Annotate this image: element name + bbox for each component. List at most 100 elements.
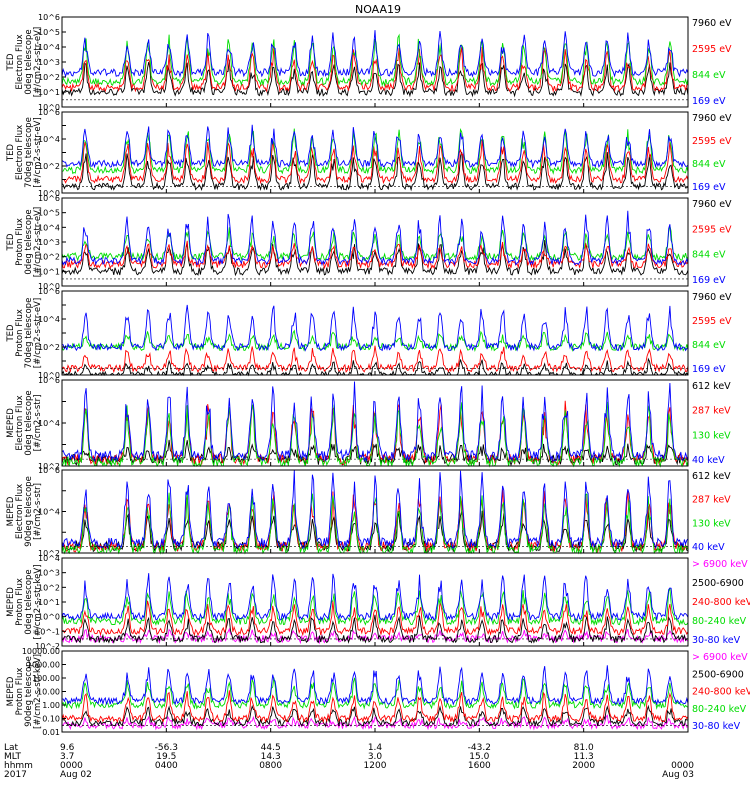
y-tick-label: 10^2: [38, 343, 60, 352]
time-axis-lat: 9.6: [60, 743, 75, 753]
legend-item: 80-240 keV: [692, 616, 747, 627]
series-line-2595-ev: [61, 240, 689, 270]
ylabel-line: 90deg telescope: [24, 476, 34, 547]
ylabel-line: Electron Flux: [15, 125, 25, 180]
series-line-169-ev: [61, 210, 689, 267]
y-tick-label: 10^-1: [35, 627, 60, 636]
panel-ylabel: TEDElectron Flux70deg telescope[#/cm2-s-…: [6, 117, 43, 188]
legend-item: 2595 eV: [692, 224, 732, 235]
y-tick-label: 10^4: [38, 554, 60, 563]
y-tick-label: 10^-2: [35, 642, 60, 651]
y-tick-label: 10^2: [38, 462, 60, 471]
series-line-169-ev: [61, 124, 689, 169]
panel-ylabel: MEPEDProton Flux90deg telescope[#/cm2-s-…: [6, 654, 43, 729]
time-axis-mlt: 14.3: [261, 752, 281, 762]
series-line-844-ev: [61, 329, 689, 353]
y-tick-label: 10^1: [38, 88, 60, 97]
y-tick-label: 10^3: [38, 58, 60, 67]
ylabel-line: [#/cm2-s-str-eV]: [33, 27, 43, 97]
legend-item: 30-80 keV: [692, 635, 741, 646]
panel-ylabel: TEDProton Flux0deg telescope[#/cm2-s-str…: [6, 207, 43, 277]
series-line-240-800-kev: [61, 690, 689, 724]
y-tick-label: 10^1: [38, 598, 60, 607]
y-tick-label: 10^3: [38, 569, 60, 578]
ylabel-line: 90deg telescope: [24, 656, 34, 727]
ylabel-line: Proton Flux: [15, 309, 25, 357]
y-tick-label: 10^0: [38, 613, 60, 622]
y-tick-label: 10^6: [38, 376, 60, 385]
series-line-130-kev: [61, 401, 689, 468]
ylabel-line: [#/cm2-s-str-keV]: [33, 654, 43, 729]
time-axis-hhmm: 0400: [155, 761, 178, 771]
series-line-2500-6900: [61, 704, 688, 728]
legend-item: 287 keV: [692, 406, 731, 417]
series-line-844-ev: [61, 33, 689, 88]
series-line-30-80-kev: [61, 573, 689, 622]
ylabel-line: [#/cm2-s-str]: [33, 483, 43, 540]
y-tick-label: 10^0: [38, 103, 60, 112]
series-line-2595-ev: [61, 139, 689, 185]
series-line-30-80-kev: [61, 665, 689, 706]
ylabel-line: 70deg telescope: [24, 117, 34, 188]
ylabel-line: MEPED: [6, 408, 16, 438]
ylabel-line: [#/cm2-s-str]: [33, 395, 43, 452]
panel-7: 10^4 10^3 10^2 10^1 10^0 10^-1 10^-2 MEPEDProto…: [6, 554, 750, 651]
y-tick-label: 10^3: [38, 238, 60, 247]
y-tick-label: 10^2: [38, 162, 60, 171]
series-line-612-kev: [61, 439, 689, 467]
legend-item: 844 eV: [692, 159, 726, 170]
legend-item: 7960 eV: [692, 199, 732, 210]
ylabel-line: Electron Flux: [15, 484, 25, 539]
ylabel-line: [#/cm2-s-str-keV]: [33, 565, 43, 640]
panel-6: 10^6 10^4 10^2 MEPEDElectron Flux90deg tele…: [6, 466, 731, 558]
panel-4: 10^6 10^4 10^2 10^0 TEDProton Flux70deg tele…: [6, 287, 732, 380]
legend-item: 2500-6900: [692, 669, 744, 680]
y-tick-label: 10^4: [38, 419, 60, 428]
legend-item: 2500-6900: [692, 578, 744, 589]
panel-3: 10^6 10^5 10^4 10^3 10^2 10^1 10^0 TEDProton Fl…: [6, 194, 732, 291]
figure-title: NOAA19: [355, 3, 401, 16]
y-tick-label: 10000.00: [22, 647, 60, 656]
panel-8: 10000.001000.00100.0010.001.000.100.01ME…: [6, 647, 750, 737]
ylabel-line: 0deg telescope: [24, 569, 34, 634]
legend-item: 844 eV: [692, 340, 726, 351]
y-tick-label: 10^4: [38, 508, 60, 517]
time-axis-mlt: 3.0: [368, 752, 383, 762]
ylabel-line: 0deg telescope: [24, 390, 34, 455]
series-line-80-240-kev: [61, 588, 689, 627]
y-tick-label: 10^6: [38, 194, 60, 203]
ylabel-line: TED: [6, 324, 16, 343]
legend-item: 80-240 keV: [692, 704, 747, 715]
y-tick-label: 10^4: [38, 223, 60, 232]
series-line-169-ev: [61, 304, 689, 352]
time-axis-hhmm: 0000: [60, 761, 83, 771]
legend-item: 40 keV: [692, 542, 725, 553]
ylabel-line: MEPED: [6, 676, 16, 706]
legend-item: 40 keV: [692, 455, 725, 466]
legend-item: 240-800 keV: [692, 687, 750, 698]
panel-1: 10^6 10^5 10^4 10^3 10^2 10^1 10^0 TEDElectron …: [6, 13, 732, 112]
y-tick-label: 10^2: [38, 73, 60, 82]
series-line-7960-ev: [61, 59, 689, 98]
legend-item: 287 keV: [692, 495, 731, 506]
time-axis-date: Aug 02: [60, 770, 92, 780]
legend-item: 844 eV: [692, 250, 726, 261]
legend-item: 130 keV: [692, 430, 731, 441]
ylabel-line: MEPED: [6, 496, 16, 526]
legend-item: 240-800 keV: [692, 597, 750, 608]
y-tick-label: 10^2: [38, 583, 60, 592]
time-axis-row-label: MLT: [4, 752, 22, 762]
ylabel-line: 70deg telescope: [24, 298, 34, 369]
legend-item: 2595 eV: [692, 44, 732, 55]
y-tick-label: 10^6: [38, 13, 60, 22]
y-tick-label: 10^4: [38, 315, 60, 324]
y-tick-label: 10^2: [38, 253, 60, 262]
ylabel-line: Electron Flux: [15, 395, 25, 450]
panel-frame: [61, 290, 689, 376]
legend-item: 2595 eV: [692, 316, 732, 327]
series-line-80-240-kev: [61, 677, 689, 710]
y-tick-label: 10^4: [38, 43, 60, 52]
time-axis-lat: 1.4: [368, 743, 383, 753]
